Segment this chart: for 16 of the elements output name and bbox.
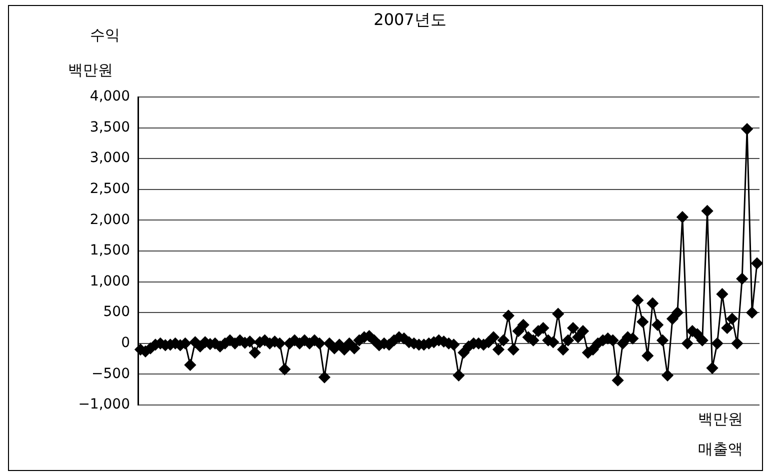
text: 백만원 (68, 61, 113, 80)
y-tick-label: 0 (121, 335, 130, 352)
chart-title: 2007년도 (372, 10, 448, 31)
y-tick-label: −1,000 (78, 396, 130, 413)
y-tick-label: −500 (92, 366, 130, 382)
y-tick-label: 500 (103, 304, 130, 320)
y-tick-label: 1,500 (90, 242, 130, 259)
y-tick-label: 3,500 (90, 119, 130, 136)
y-tick-label: 3,000 (90, 150, 130, 166)
y-axis-title: 수익 (90, 26, 120, 45)
y-tick-label: 2,000 (90, 212, 130, 228)
y-tick-label: 4,000 (90, 88, 130, 105)
text: 백만원 (698, 410, 743, 429)
y-tick-label: 1,000 (90, 273, 130, 290)
x-axis-title: 매출액 (698, 440, 743, 459)
y-tick-label: 2,500 (90, 181, 130, 198)
